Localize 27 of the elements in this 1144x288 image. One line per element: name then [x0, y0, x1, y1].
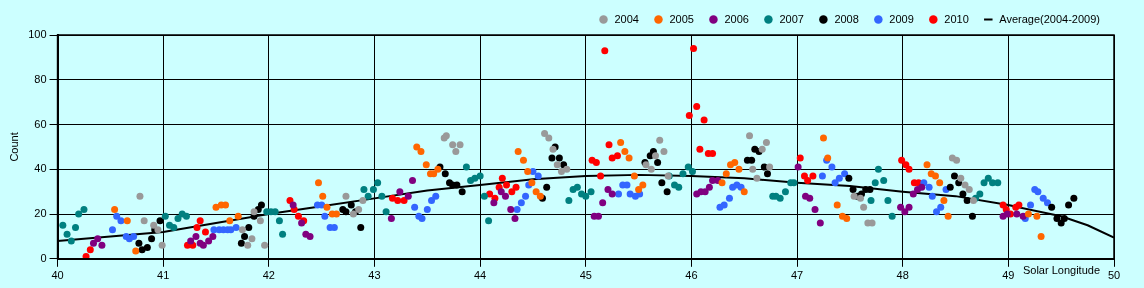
- y-tick-label: 20: [34, 207, 47, 220]
- y-axis-title: Count: [7, 132, 20, 162]
- y-tick-label: 60: [34, 117, 47, 130]
- y-tick-label: 0: [40, 251, 47, 264]
- x-tick-label: 49: [1002, 269, 1015, 282]
- legend-label: Average(2004-2009): [999, 12, 1100, 25]
- y-tick-label: 100: [28, 28, 47, 41]
- legend-label: 2004: [614, 12, 639, 25]
- legend-label: 2010: [944, 12, 969, 25]
- legend-label: 2007: [779, 12, 804, 25]
- legend-label: 2005: [669, 12, 694, 25]
- legend-label: 2008: [834, 12, 859, 25]
- legend-label: 2006: [724, 12, 749, 25]
- x-tick-label: 50: [1107, 269, 1121, 282]
- x-tick-label: 43: [368, 269, 381, 282]
- x-tick-label: 44: [474, 269, 487, 282]
- x-tick-label: 48: [896, 269, 909, 282]
- y-tick-label: 80: [34, 72, 47, 85]
- legend-label: 2009: [889, 12, 914, 25]
- x-tick-label: 46: [685, 269, 698, 282]
- x-tick-label: 41: [157, 269, 170, 282]
- y-tick-label: 40: [34, 162, 47, 175]
- x-tick-label: 47: [790, 269, 804, 282]
- x-axis-title: Solar Longitude: [1022, 264, 1100, 277]
- x-tick-label: 42: [262, 269, 275, 282]
- x-tick-label: 45: [579, 269, 592, 282]
- x-tick-label: 40: [51, 269, 64, 282]
